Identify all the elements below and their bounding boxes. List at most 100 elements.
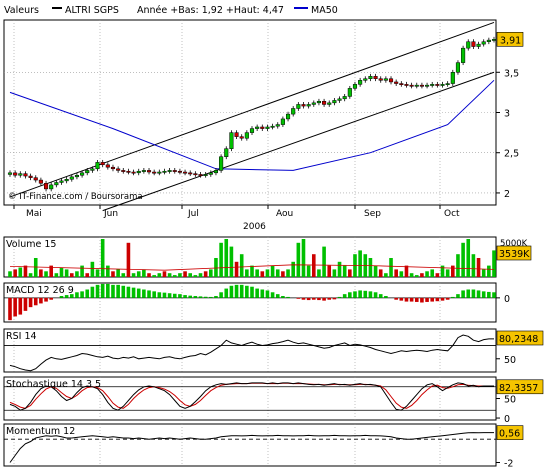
volume-bar — [239, 254, 244, 277]
macd-bar — [373, 292, 378, 298]
macd-bar — [142, 289, 146, 298]
candle-body — [435, 84, 440, 86]
macd-bar — [157, 292, 162, 298]
volume-bar — [260, 271, 265, 277]
macd-bar — [322, 297, 326, 301]
macd-bar — [471, 289, 476, 298]
volume-bar — [456, 254, 460, 277]
candle-body — [394, 81, 399, 84]
candle-body — [455, 62, 461, 73]
volume-bar — [172, 275, 177, 277]
candle-body — [481, 41, 486, 45]
volume-bar — [8, 271, 12, 277]
volume-bar — [301, 239, 306, 277]
candle-body — [358, 80, 363, 85]
candle-body — [224, 148, 229, 157]
y-tick-label: 3 — [504, 109, 510, 120]
candle-body — [219, 156, 224, 171]
candle-body — [152, 171, 157, 174]
macd-bar — [188, 295, 193, 298]
candle-body — [265, 126, 270, 129]
volume-bar — [152, 275, 156, 277]
volume-bar — [95, 269, 100, 277]
candle-body — [388, 78, 394, 83]
candle-body — [311, 102, 316, 105]
macd-bar — [270, 292, 275, 298]
candle-body — [260, 126, 265, 129]
macd-bar — [296, 297, 301, 299]
volume-bar — [33, 258, 38, 277]
macd-bar — [69, 294, 74, 298]
candle-body — [121, 170, 126, 172]
candle-body — [13, 172, 18, 176]
volume-bar — [198, 273, 203, 277]
candle-body — [141, 170, 146, 172]
candle-body — [183, 171, 188, 174]
volume-axis-label: 5000K — [500, 239, 528, 249]
candle-body — [213, 170, 219, 174]
volume-bar — [28, 273, 33, 277]
candle-body — [332, 100, 337, 104]
macd-bar — [337, 296, 342, 298]
candle-body — [177, 170, 182, 173]
volume-bar — [327, 265, 332, 277]
macd-bar — [39, 297, 43, 304]
volume-bar — [332, 269, 337, 277]
macd-bar — [49, 297, 53, 300]
candle-body — [322, 100, 327, 105]
candle-body — [116, 168, 121, 171]
candle-body — [316, 100, 321, 104]
candle-body — [399, 83, 404, 85]
indicator-value-text: 82,3357 — [499, 383, 538, 394]
macd-bar — [121, 285, 126, 298]
volume-bar — [59, 267, 64, 277]
macd-bar — [286, 296, 290, 298]
volume-bar — [296, 242, 301, 277]
volume-bar — [116, 269, 120, 277]
macd-bar — [461, 290, 465, 298]
macd-bar — [487, 291, 491, 298]
macd-bar — [456, 294, 460, 298]
macd-bar — [476, 290, 481, 298]
y-tick-label: 0 — [504, 414, 510, 425]
macd-bar — [409, 297, 414, 302]
macd-bar — [80, 291, 84, 298]
macd-bar — [209, 296, 213, 298]
volume-bar — [121, 273, 126, 277]
volume-bar — [414, 275, 419, 277]
volume-bar — [378, 269, 383, 277]
month-label: Mai — [26, 209, 42, 219]
volume-bar — [389, 258, 393, 277]
macd-bar — [23, 297, 28, 311]
candle-body — [301, 104, 306, 107]
volume-bar — [291, 261, 295, 277]
macd-bar — [301, 297, 306, 300]
candle-body — [33, 177, 38, 181]
macd-bar — [327, 297, 332, 300]
macd-bar — [162, 292, 167, 298]
volume-bar — [234, 261, 239, 277]
candle-body — [378, 78, 383, 81]
macd-bar — [425, 297, 429, 302]
volume-bar — [23, 265, 28, 277]
candle-body — [80, 172, 85, 176]
macd-bar — [203, 296, 208, 298]
y-tick-label: 3,5 — [504, 68, 519, 79]
candle-body — [28, 175, 33, 178]
macd-bar — [224, 288, 229, 298]
volume-bar — [13, 269, 17, 277]
macd-bar — [353, 291, 357, 298]
momentum-line — [9, 432, 494, 463]
macd-bar — [255, 288, 259, 298]
candle-body — [409, 84, 414, 87]
month-label: Aou — [276, 209, 293, 219]
macd-bar — [167, 293, 172, 298]
candle-body — [157, 171, 162, 174]
macd-bar — [492, 292, 496, 298]
volume-bar — [75, 271, 79, 277]
panel-title: Stochastique 14 3 5 — [6, 379, 101, 390]
volume-bar — [39, 269, 43, 277]
volume-bar — [373, 265, 378, 277]
